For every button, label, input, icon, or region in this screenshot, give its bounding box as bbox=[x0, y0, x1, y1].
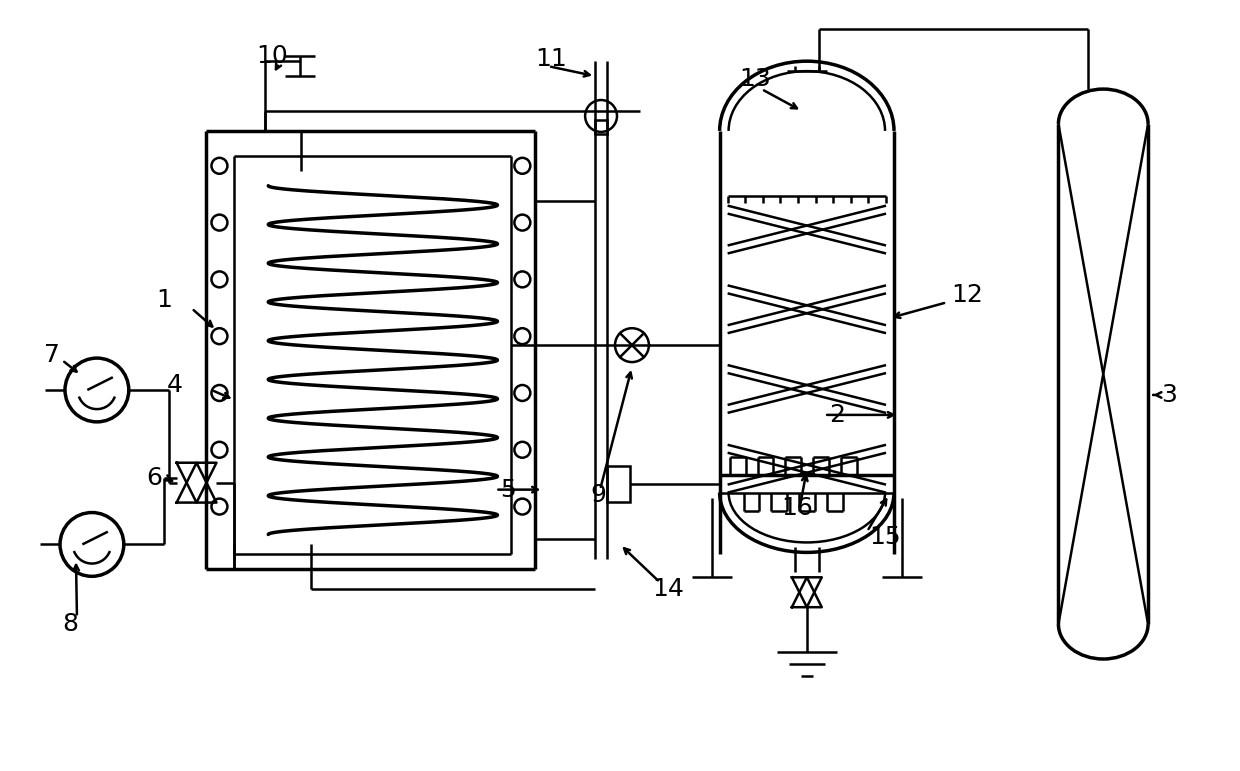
Text: 6: 6 bbox=[146, 466, 162, 490]
Text: 8: 8 bbox=[62, 612, 78, 636]
Text: 3: 3 bbox=[1161, 383, 1177, 407]
Text: 15: 15 bbox=[869, 526, 900, 550]
Text: 10: 10 bbox=[257, 44, 288, 68]
Bar bbox=[608, 466, 630, 502]
Text: 7: 7 bbox=[45, 343, 60, 367]
Bar bbox=[595, 120, 608, 134]
Text: 13: 13 bbox=[739, 67, 771, 91]
Text: 5: 5 bbox=[501, 477, 516, 502]
Text: 2: 2 bbox=[830, 403, 846, 427]
Text: 9: 9 bbox=[590, 483, 606, 507]
Text: 14: 14 bbox=[652, 577, 683, 601]
Text: 12: 12 bbox=[951, 283, 982, 308]
Text: 1: 1 bbox=[156, 288, 172, 312]
Text: 11: 11 bbox=[536, 47, 567, 71]
Text: 16: 16 bbox=[781, 496, 813, 520]
Text: 4: 4 bbox=[166, 373, 182, 397]
